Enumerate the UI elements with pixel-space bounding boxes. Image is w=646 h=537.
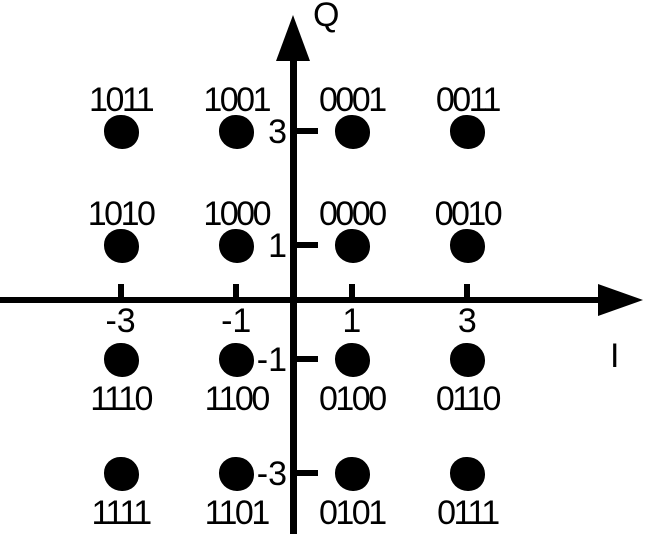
y-tick-mark [294, 242, 318, 249]
x-tick-mark [233, 284, 240, 301]
y-tick-mark [294, 355, 318, 362]
symbol-bit-label: 1111 [91, 493, 153, 532]
constellation-point [450, 229, 486, 264]
symbol-bit-label: 0110 [435, 379, 502, 418]
constellation-point [334, 342, 370, 377]
y-tick-mark [294, 128, 318, 135]
symbol-bit-label: 1100 [204, 379, 271, 418]
x-tick-mark [464, 284, 471, 301]
symbol-bit-label: 1001 [203, 81, 271, 120]
symbol-bit-label: 0111 [437, 493, 500, 532]
constellation-point [450, 456, 486, 491]
x-tick-label: -1 [221, 302, 252, 340]
symbol-bit-label: 0010 [434, 195, 503, 234]
symbol-bit-label: 0100 [318, 379, 387, 418]
x-tick-mark [348, 284, 355, 301]
constellation-point [450, 115, 486, 150]
symbol-bit-label: 0101 [318, 493, 387, 532]
symbol-bit-label: 1011 [89, 81, 155, 120]
i-axis-label: I [610, 337, 620, 375]
y-tick-label: 1 [268, 227, 287, 266]
symbol-bit-label: 1101 [204, 493, 271, 532]
symbol-bit-label: 0001 [318, 81, 387, 120]
y-tick-label: -3 [256, 454, 287, 493]
constellation-point [103, 342, 139, 377]
y-tick-label: 3 [268, 113, 287, 152]
constellation-point [219, 342, 255, 377]
constellation-point [334, 115, 370, 150]
y-tick-mark [294, 469, 318, 476]
constellation-point [219, 229, 255, 264]
constellation-point [219, 456, 255, 491]
symbol-bit-label: 0000 [318, 195, 387, 234]
constellation-point [334, 456, 370, 491]
x-tick-label: -3 [105, 302, 136, 340]
x-tick-mark [117, 284, 124, 301]
constellation-point [219, 115, 255, 150]
constellation-point [103, 229, 139, 264]
x-tick-label: 3 [457, 302, 477, 340]
symbol-bit-label: 1000 [203, 195, 271, 234]
constellation-point [334, 229, 370, 264]
i-axis-arrowhead-icon [598, 284, 643, 316]
x-tick-label: 1 [342, 302, 362, 340]
constellation-point [450, 342, 486, 377]
symbol-bit-label: 1110 [90, 379, 153, 418]
i-axis-line [0, 297, 601, 303]
q-axis-arrowhead-icon [276, 15, 310, 61]
symbol-bit-label: 1010 [87, 195, 156, 234]
q-axis-label: Q [313, 0, 340, 34]
y-tick-label: -1 [256, 340, 287, 379]
constellation-point [103, 456, 139, 491]
constellation-point [103, 115, 139, 150]
symbol-bit-label: 0011 [435, 81, 502, 120]
q-axis-line [290, 56, 297, 534]
